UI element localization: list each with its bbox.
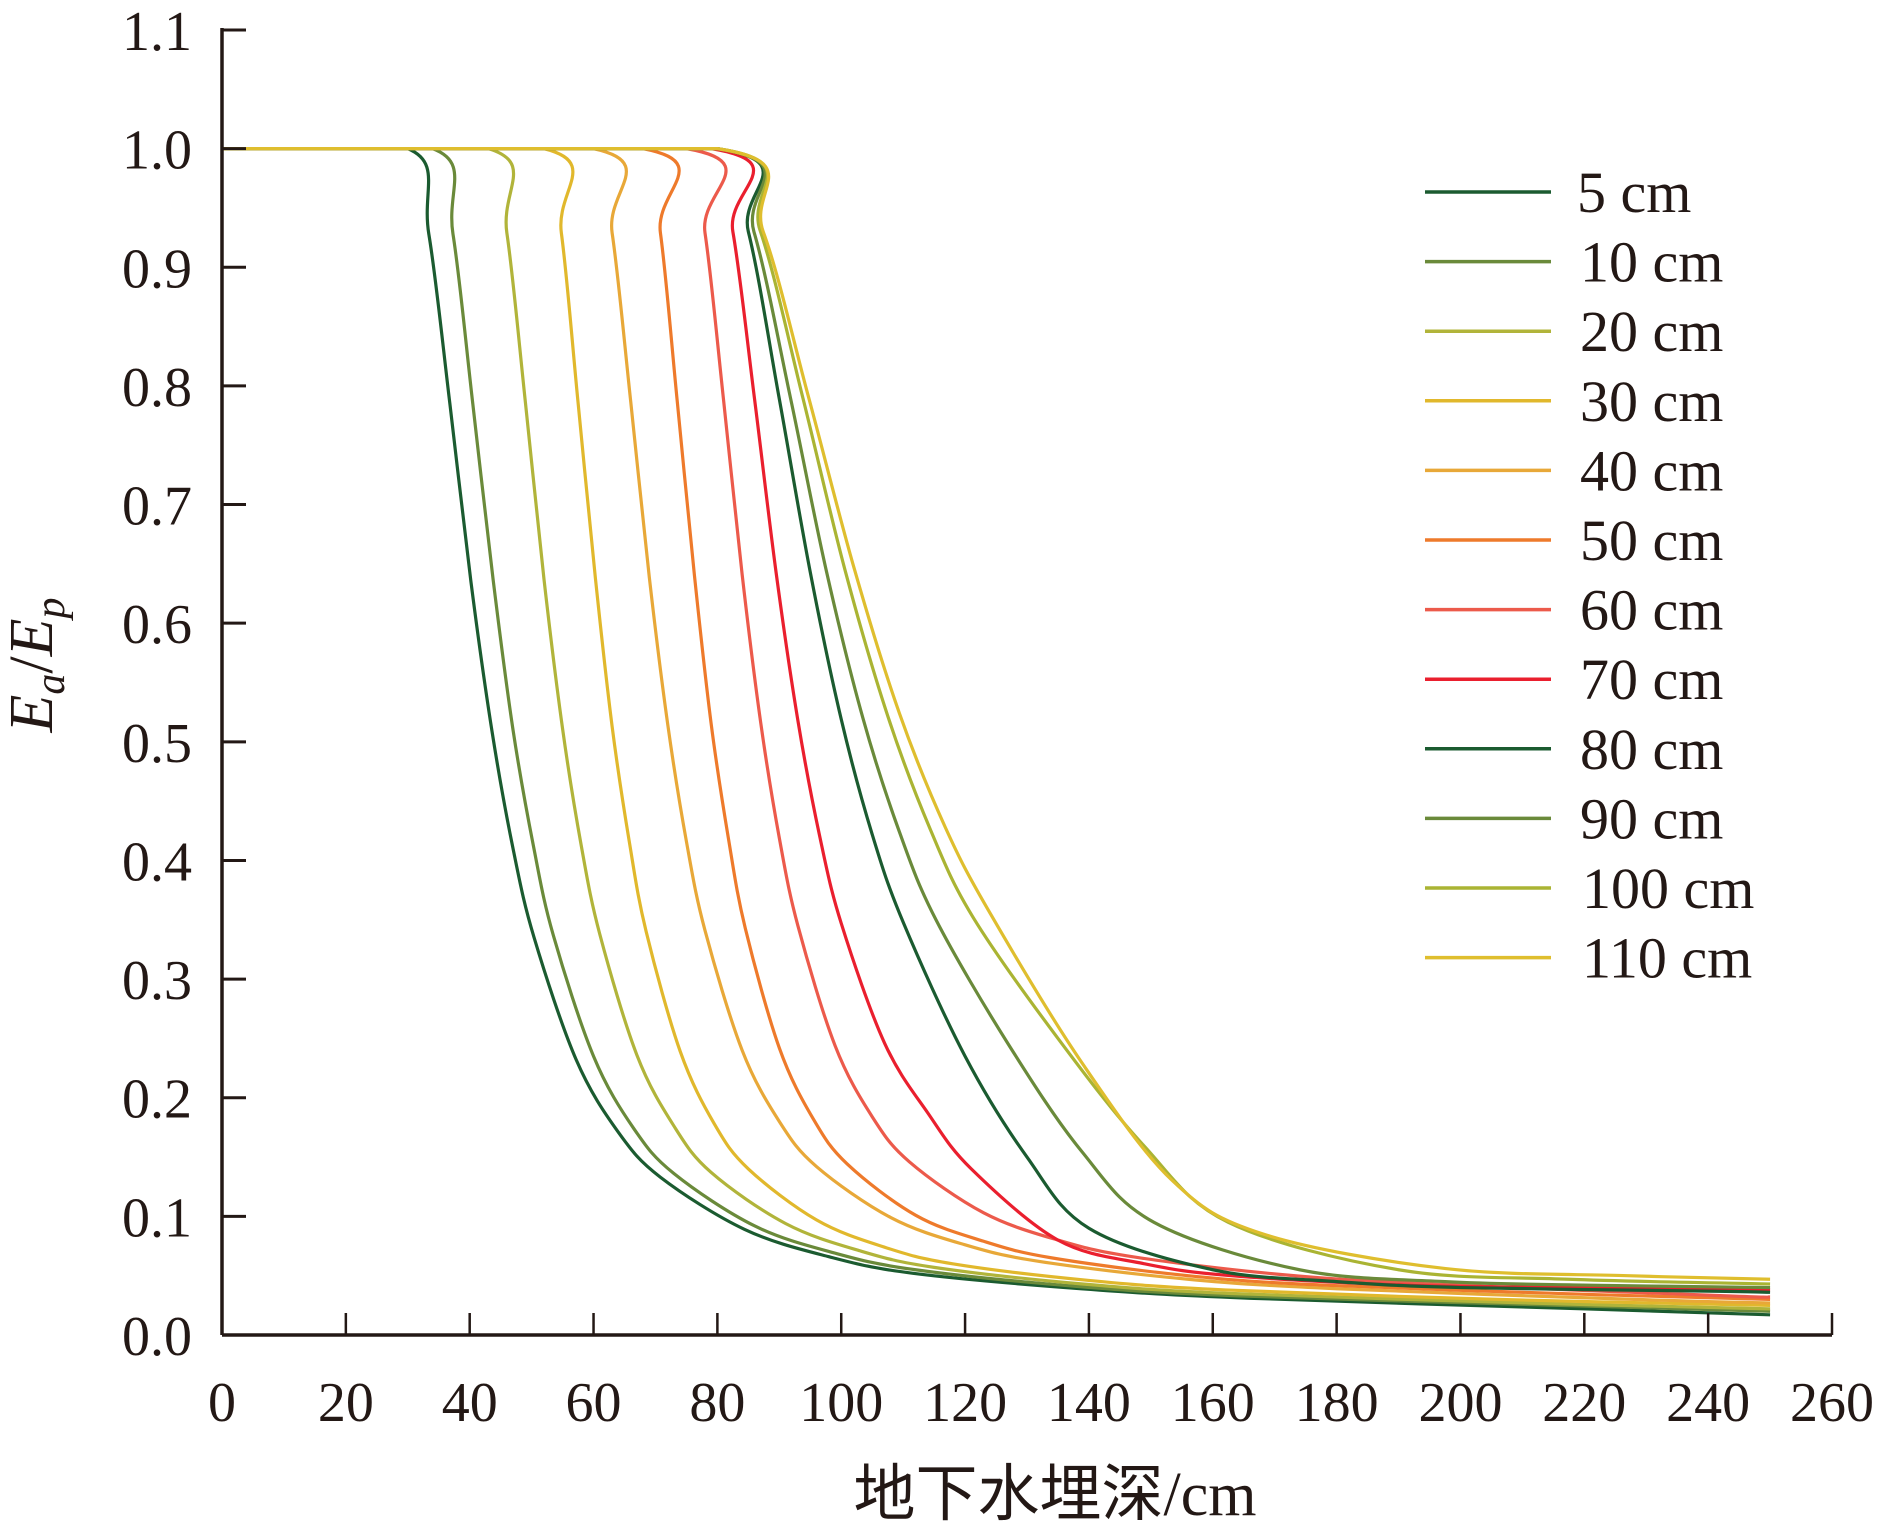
y-tick-label: 0.9 bbox=[122, 238, 192, 300]
y-title-e2: E bbox=[0, 619, 66, 658]
series-line-60cm bbox=[221, 147, 1771, 1299]
series-line-50cm bbox=[221, 147, 1771, 1302]
legend-label: 50 cm bbox=[1580, 508, 1723, 573]
legend-label: 90 cm bbox=[1580, 786, 1723, 851]
legend-label: 40 cm bbox=[1580, 438, 1723, 503]
y-tick-label: 0.0 bbox=[122, 1306, 192, 1368]
series-line-30cm bbox=[221, 147, 1771, 1307]
x-tick-label: 140 bbox=[1047, 1372, 1131, 1434]
legend-label: 100 cm bbox=[1582, 856, 1754, 921]
x-tick-label: 160 bbox=[1171, 1372, 1255, 1434]
y-tick-label: 0.1 bbox=[122, 1187, 192, 1249]
x-tick-label: 80 bbox=[689, 1372, 745, 1434]
y-tick-label: 0.4 bbox=[122, 831, 192, 893]
y-tick-label: 1.0 bbox=[122, 120, 192, 182]
x-axis-title: 地下水埋深/cm bbox=[854, 1461, 1257, 1524]
y-tick-label: 0.6 bbox=[122, 594, 192, 656]
y-title-sub-p: p bbox=[28, 598, 74, 622]
series-line-110cm bbox=[221, 147, 1771, 1281]
y-title-slash: / bbox=[0, 656, 66, 674]
series-line-20cm bbox=[221, 147, 1771, 1311]
x-tick-label: 100 bbox=[799, 1372, 883, 1434]
legend-label: 70 cm bbox=[1580, 647, 1723, 712]
x-tick-label: 180 bbox=[1295, 1372, 1379, 1434]
legend-label: 30 cm bbox=[1580, 369, 1723, 434]
y-tick-label: 0.7 bbox=[122, 476, 192, 538]
x-ticks: 0 20 40 60 80 100 120 140 160 180 200 220 240 260 bbox=[208, 1313, 1874, 1434]
x-tick-label: 260 bbox=[1790, 1372, 1874, 1434]
x-tick-label: 20 bbox=[318, 1372, 374, 1434]
legend-label: 5 cm bbox=[1577, 160, 1691, 225]
legend-label: 80 cm bbox=[1580, 717, 1723, 782]
series-line-40cm bbox=[221, 147, 1771, 1305]
legend-label: 110 cm bbox=[1582, 926, 1752, 991]
x-tick-label: 220 bbox=[1542, 1372, 1626, 1434]
series-line-100cm bbox=[221, 147, 1771, 1286]
y-tick-label: 0.8 bbox=[122, 357, 192, 419]
x-tick-label: 0 bbox=[208, 1372, 236, 1434]
legend-label: 60 cm bbox=[1580, 578, 1723, 643]
series-lines bbox=[221, 147, 1771, 1317]
y-tick-label: 0.2 bbox=[122, 1069, 192, 1131]
series-line-80cm bbox=[221, 147, 1771, 1294]
y-title-sub-a: a bbox=[28, 674, 74, 695]
y-title-e1: E bbox=[0, 695, 66, 734]
y-ticks: 0.0 0.1 0.2 0.3 0.4 0.5 0.6 0.7 0.8 0.9 1.0 1.1 bbox=[122, 1, 246, 1368]
legend-label: 10 cm bbox=[1580, 230, 1723, 295]
x-tick-label: 60 bbox=[566, 1372, 622, 1434]
y-axis-title: Ea/Ep bbox=[0, 598, 74, 734]
axes bbox=[220, 28, 1832, 1337]
y-tick-label: 0.3 bbox=[122, 950, 192, 1012]
x-tick-label: 200 bbox=[1418, 1372, 1502, 1434]
series-line-90cm bbox=[221, 147, 1771, 1290]
y-tick-label: 1.1 bbox=[122, 1, 192, 63]
x-tick-label: 120 bbox=[923, 1372, 1007, 1434]
x-tick-label: 240 bbox=[1666, 1372, 1750, 1434]
legend-label: 20 cm bbox=[1580, 299, 1723, 364]
series-line-70cm bbox=[221, 147, 1771, 1292]
series-line-10cm bbox=[221, 147, 1771, 1313]
x-tick-label: 40 bbox=[442, 1372, 498, 1434]
series-line-5cm bbox=[221, 147, 1771, 1317]
y-tick-label: 0.5 bbox=[122, 713, 192, 775]
